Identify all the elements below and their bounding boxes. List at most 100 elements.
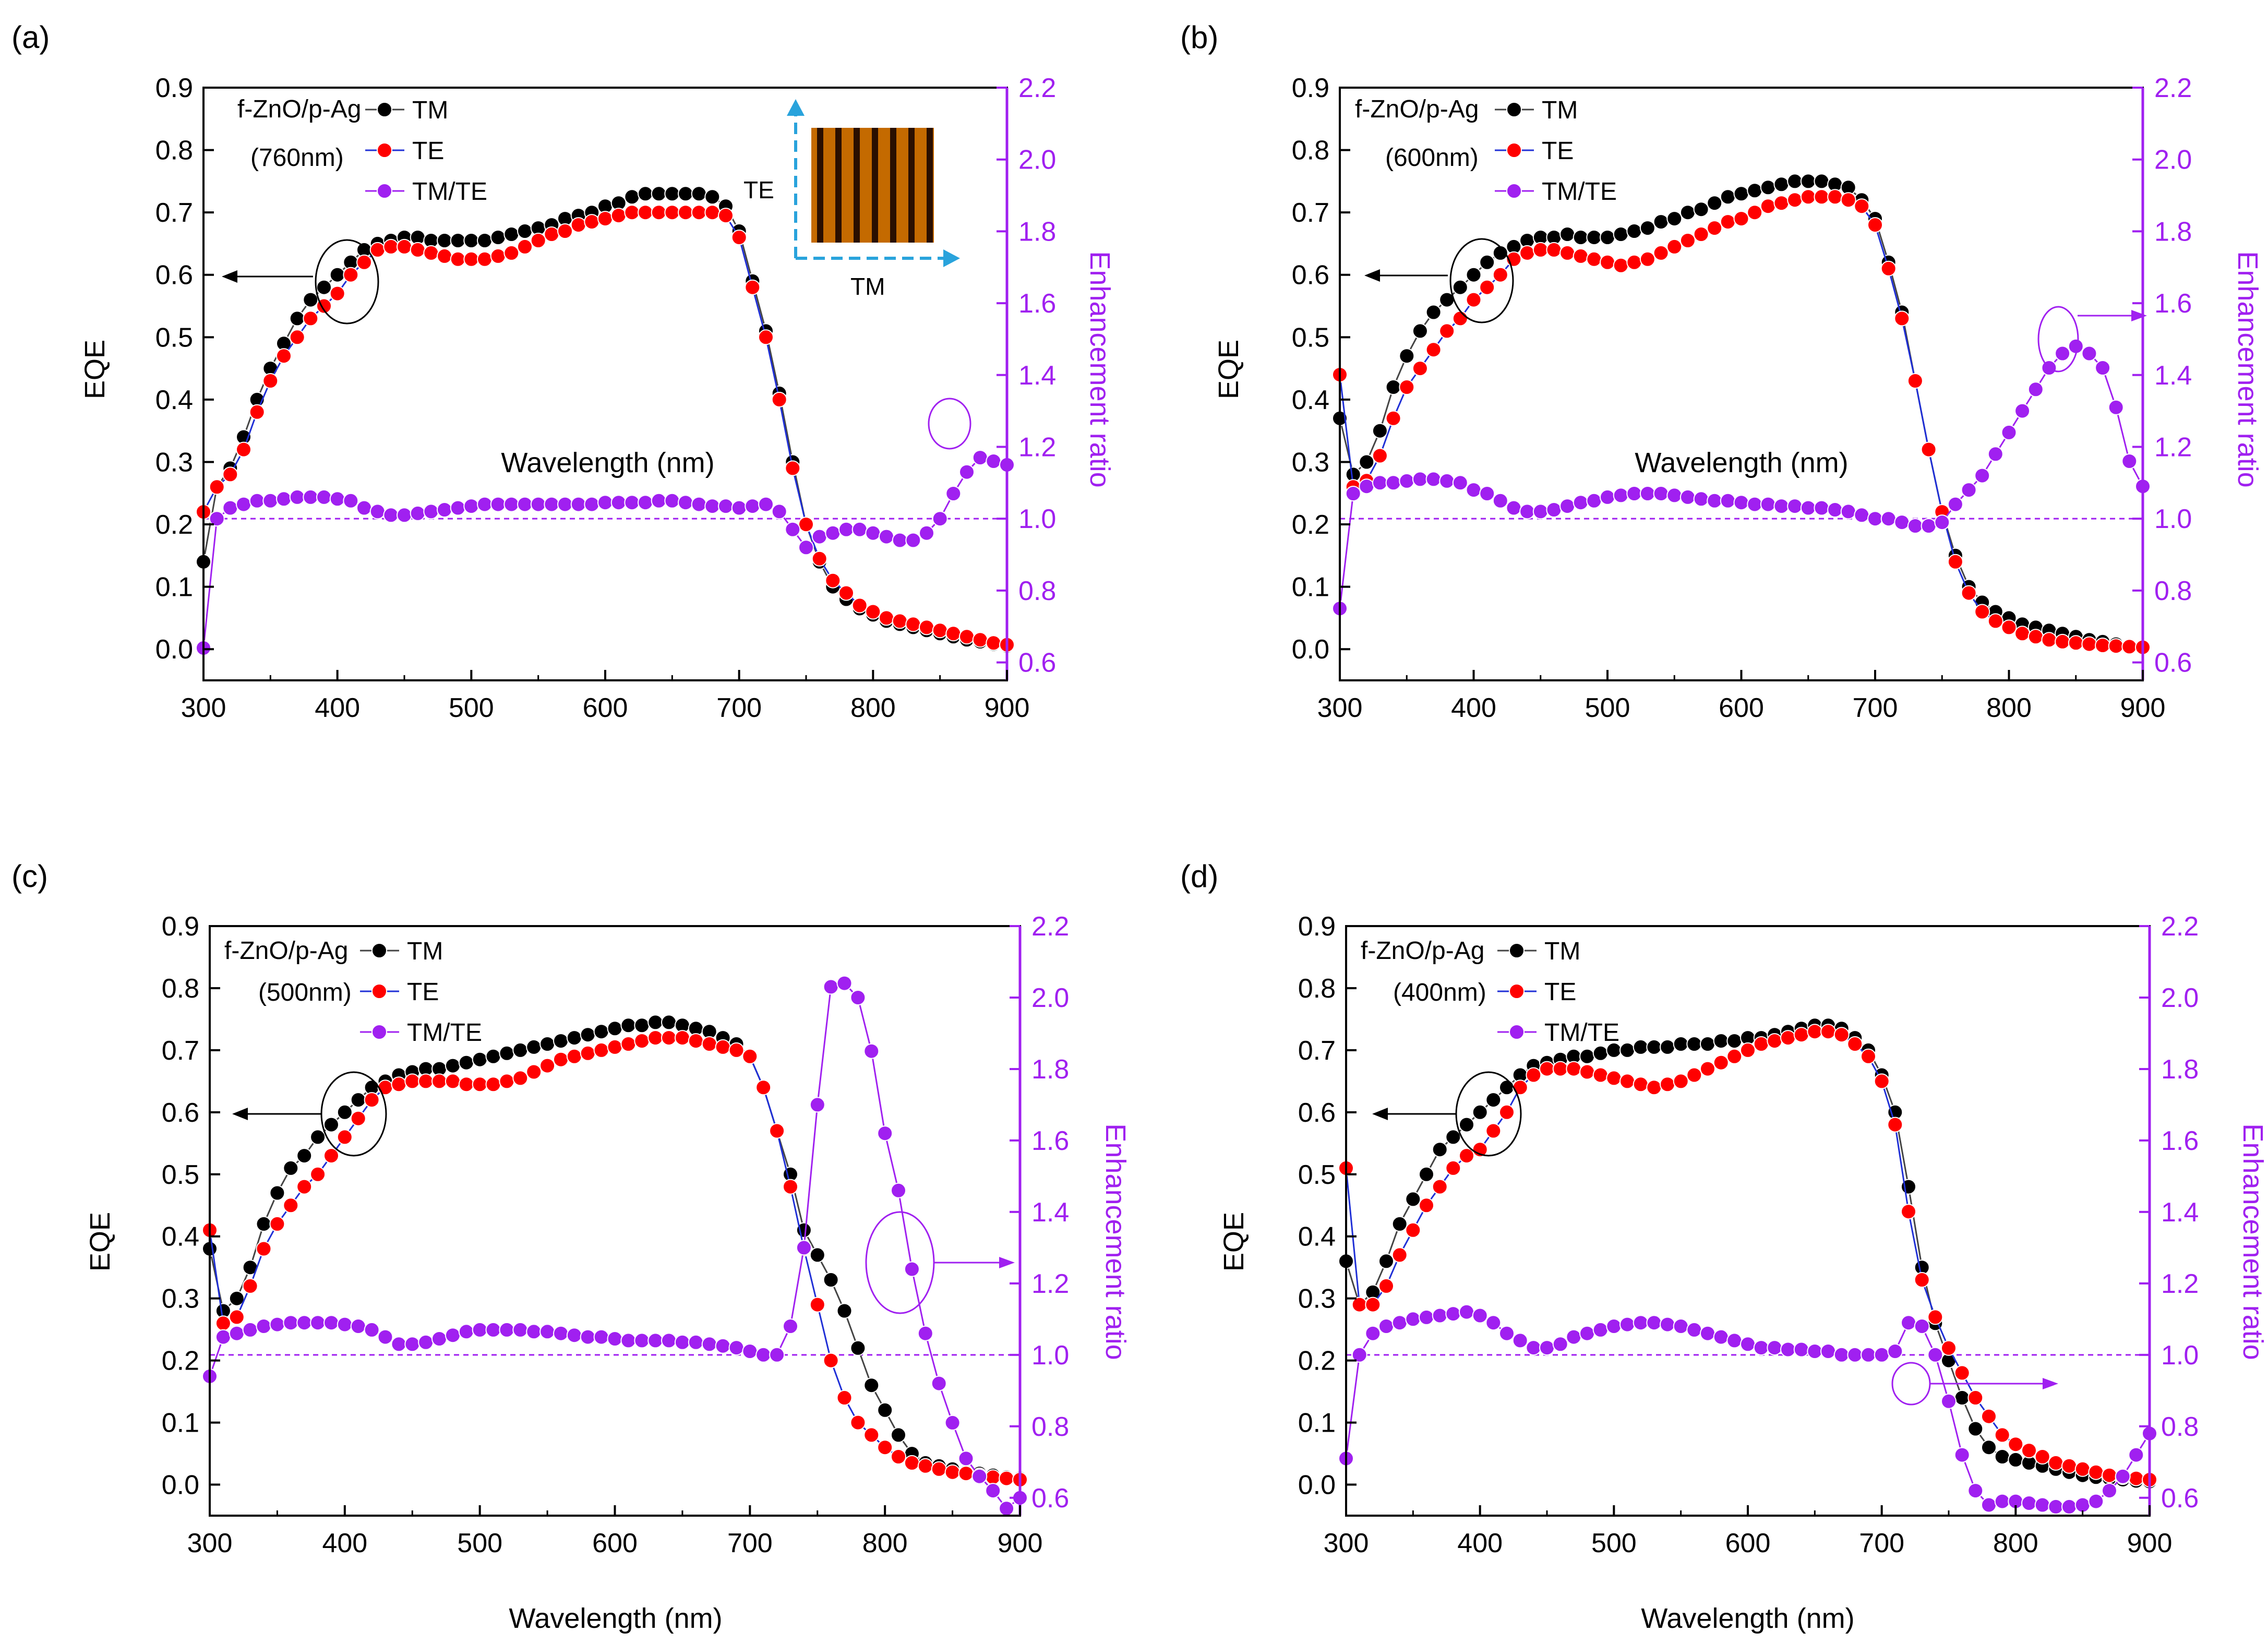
data-point <box>1592 1045 1609 1061</box>
data-point <box>1391 1216 1408 1232</box>
data-point <box>1814 173 1830 189</box>
series-tm-te <box>1332 338 2151 617</box>
data-point <box>1586 230 1602 245</box>
data-point <box>1994 1449 2010 1465</box>
series-layer <box>202 975 1028 1517</box>
data-point <box>624 205 640 221</box>
data-point <box>2121 639 2138 655</box>
series-tm-te <box>1338 1304 2157 1515</box>
data-point <box>1773 498 1790 514</box>
data-point <box>647 1014 664 1030</box>
data-point <box>1954 1447 1970 1463</box>
inset-tm-label: TM <box>850 273 885 300</box>
data-point <box>959 629 975 645</box>
data-point <box>593 1329 609 1345</box>
y2-tick-label: 0.6 <box>2161 1483 2199 1514</box>
data-point <box>249 404 265 420</box>
data-point <box>1351 1347 1367 1363</box>
data-point <box>704 498 721 514</box>
data-point <box>1452 279 1468 295</box>
data-point <box>2021 1443 2037 1459</box>
legend-marker <box>377 183 392 199</box>
x-tick-label: 900 <box>998 1528 1043 1558</box>
data-point <box>222 500 238 516</box>
legend: TM TE TM/TE <box>360 938 482 1047</box>
x-tick-label: 800 <box>1986 693 2032 723</box>
data-point <box>423 503 439 520</box>
data-point <box>566 1327 582 1343</box>
data-point <box>256 1318 272 1334</box>
data-point <box>1378 1318 1394 1334</box>
data-point <box>404 1336 421 1352</box>
data-point <box>316 279 332 295</box>
data-point <box>2055 345 2071 362</box>
data-point <box>999 1501 1015 1517</box>
data-point <box>1660 1039 1675 1055</box>
legend-label: TM/TE <box>407 1019 482 1047</box>
data-point <box>688 1033 704 1049</box>
data-point <box>490 248 506 264</box>
data-point <box>445 1327 461 1343</box>
data-point <box>1994 1427 2010 1443</box>
y-tick-label: 0.5 <box>155 322 193 353</box>
data-point <box>1700 1036 1715 1052</box>
y2-tick-label: 1.2 <box>1018 432 1056 462</box>
data-point <box>458 1054 474 1071</box>
legend-marker <box>377 142 392 158</box>
data-point <box>932 511 948 527</box>
legend-period-label: (600nm) <box>1385 144 1479 172</box>
right-axis-arrowhead <box>2043 1378 2058 1389</box>
legend-label: TM/TE <box>1544 1019 1619 1047</box>
y-tick-label: 0.8 <box>1298 974 1336 1004</box>
legend-label: TE <box>407 978 439 1006</box>
data-point <box>1552 1061 1568 1077</box>
data-point <box>450 251 466 267</box>
data-point <box>769 1123 785 1139</box>
data-point <box>879 529 894 545</box>
data-point <box>1921 518 1937 534</box>
data-point <box>731 500 747 516</box>
data-point <box>944 1464 961 1480</box>
data-point <box>674 1334 690 1350</box>
data-point <box>1914 1318 1930 1334</box>
data-point <box>1546 502 1562 518</box>
data-point <box>310 1315 326 1331</box>
x-axis-title: Wavelength (nm) <box>1641 1603 1854 1634</box>
y2-tick-label: 1.6 <box>1018 289 1056 319</box>
x-tick-label: 900 <box>985 693 1030 723</box>
y2-tick-label: 1.2 <box>2161 1269 2199 1299</box>
data-point <box>1773 195 1790 211</box>
data-point <box>638 186 653 202</box>
data-point <box>664 205 680 221</box>
data-point <box>1559 498 1576 514</box>
ratio-callout-circle <box>2037 306 2079 373</box>
data-point <box>771 503 787 520</box>
data-point <box>323 1148 339 1164</box>
data-point <box>836 1303 853 1319</box>
data-point <box>678 495 693 511</box>
y-axis-title: EQE <box>79 340 111 399</box>
data-point <box>283 1197 299 1214</box>
legend-marker <box>1509 983 1525 999</box>
data-point <box>1452 475 1468 491</box>
data-point <box>1485 1092 1502 1108</box>
data-point <box>383 238 399 255</box>
data-point <box>2055 633 2071 650</box>
data-point <box>289 310 305 327</box>
data-point <box>1967 1421 1984 1437</box>
data-point <box>1867 511 1883 527</box>
data-point <box>1679 205 1696 221</box>
data-point <box>2074 1461 2091 1477</box>
data-point <box>584 214 600 230</box>
data-point <box>1981 1497 1997 1513</box>
data-point <box>607 1039 623 1055</box>
right-axis-arrowhead <box>999 1257 1015 1268</box>
data-point <box>1901 1315 1916 1331</box>
data-point <box>458 1076 474 1093</box>
data-point <box>1954 1390 1970 1406</box>
legend-marker <box>1509 1024 1525 1040</box>
y2-tick-label: 2.2 <box>1031 911 1069 942</box>
data-point <box>445 1073 461 1089</box>
data-point <box>490 496 506 512</box>
y2-tick-label: 1.2 <box>1031 1269 1069 1299</box>
